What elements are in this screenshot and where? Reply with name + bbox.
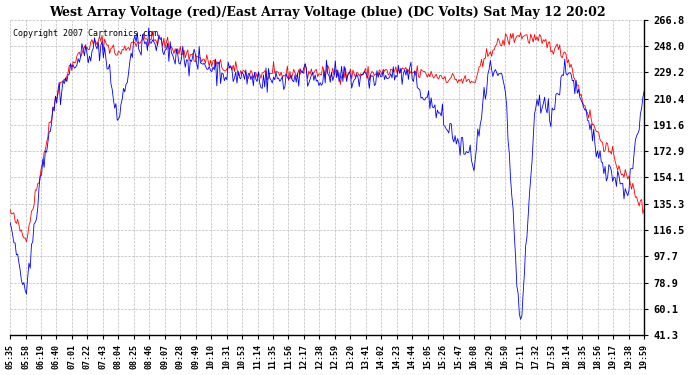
Title: West Array Voltage (red)/East Array Voltage (blue) (DC Volts) Sat May 12 20:02: West Array Voltage (red)/East Array Volt… — [49, 6, 605, 18]
Text: Copyright 2007 Cartronics.com: Copyright 2007 Cartronics.com — [13, 29, 158, 38]
